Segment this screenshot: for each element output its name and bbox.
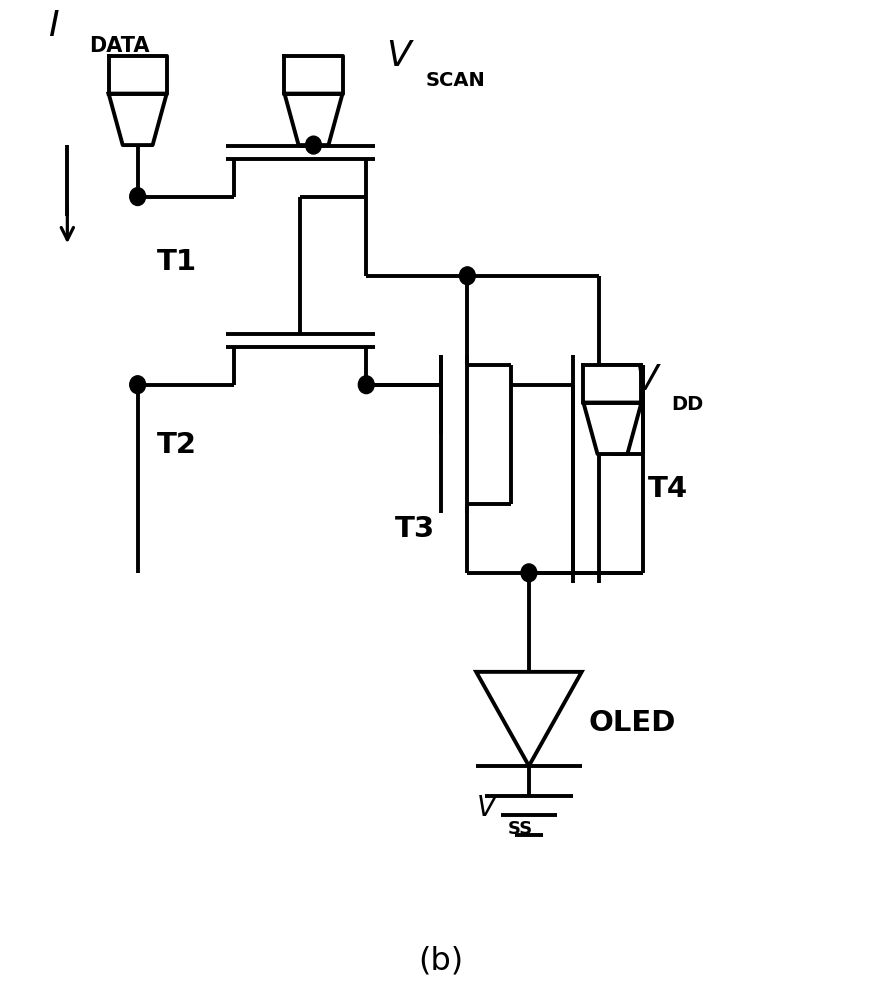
Text: $V$: $V$ bbox=[476, 794, 498, 822]
Circle shape bbox=[130, 188, 146, 205]
Circle shape bbox=[460, 267, 475, 285]
Polygon shape bbox=[583, 403, 641, 454]
Text: OLED: OLED bbox=[588, 709, 676, 737]
Text: T3: T3 bbox=[394, 515, 435, 543]
Polygon shape bbox=[285, 56, 342, 94]
Polygon shape bbox=[285, 94, 342, 145]
Text: SS: SS bbox=[508, 820, 533, 838]
Text: $V$: $V$ bbox=[634, 363, 662, 397]
Text: SCAN: SCAN bbox=[425, 71, 485, 90]
Text: $I$: $I$ bbox=[49, 9, 60, 43]
Text: T4: T4 bbox=[647, 475, 688, 503]
Text: DATA: DATA bbox=[89, 36, 150, 56]
Text: DD: DD bbox=[671, 395, 704, 414]
Polygon shape bbox=[108, 56, 167, 94]
Circle shape bbox=[130, 376, 146, 394]
Circle shape bbox=[305, 136, 321, 154]
Circle shape bbox=[358, 376, 374, 394]
Text: T2: T2 bbox=[157, 431, 198, 459]
Polygon shape bbox=[583, 365, 641, 403]
Polygon shape bbox=[108, 94, 167, 145]
Text: (b): (b) bbox=[418, 946, 464, 977]
Text: T1: T1 bbox=[157, 248, 198, 276]
Circle shape bbox=[521, 564, 537, 582]
Text: $V$: $V$ bbox=[386, 39, 415, 73]
